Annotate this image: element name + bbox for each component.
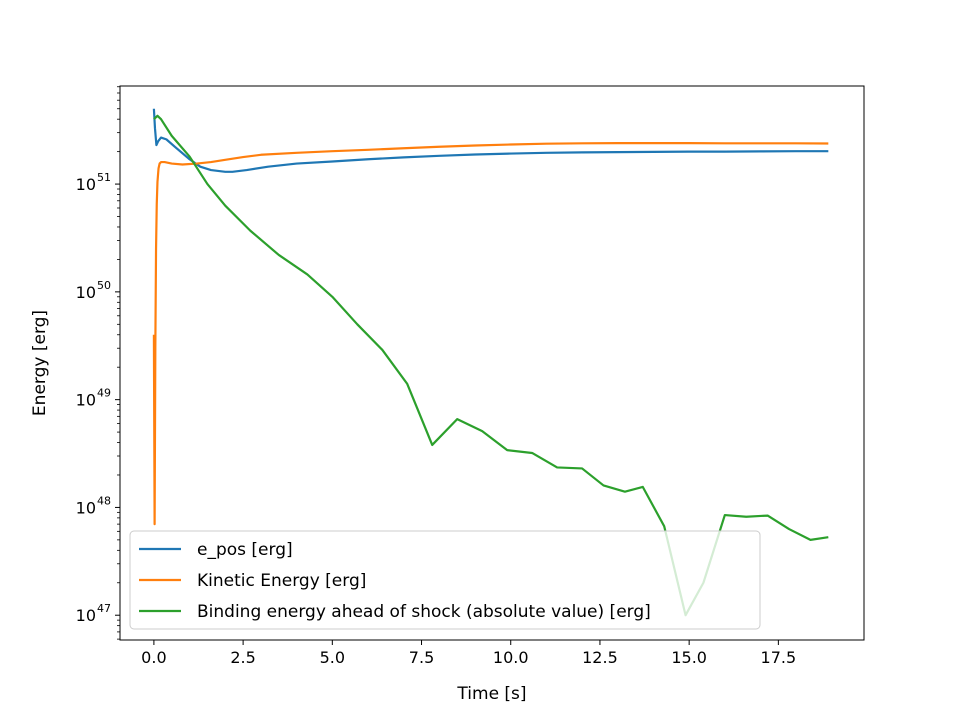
y-tick-exponent: 47	[97, 602, 111, 615]
y-tick-exponent: 49	[97, 387, 111, 400]
legend-box	[129, 530, 761, 630]
legend-label: Kinetic Energy [erg]	[197, 571, 366, 591]
x-tick-label: 17.5	[761, 648, 797, 667]
x-tick-label: 10.0	[493, 648, 529, 667]
legend-label: Binding energy ahead of shock (absolute …	[197, 602, 651, 622]
x-tick-label: 2.5	[230, 648, 255, 667]
y-tick-label: 10	[76, 606, 96, 625]
y-axis-label: Energy [erg]	[30, 310, 50, 416]
y-tick-label: 10	[76, 283, 96, 302]
y-tick-exponent: 50	[97, 279, 111, 292]
x-axis-label: Time [s]	[456, 684, 526, 704]
legend: e_pos [erg] Kinetic Energy [erg] Binding e…	[129, 530, 761, 630]
plot-frame	[119, 85, 865, 641]
series-line-1	[152, 108, 829, 173]
x-tick-label: 0.0	[141, 648, 166, 667]
y-tick-exponent: 51	[97, 171, 111, 184]
x-tick-label: 7.5	[409, 648, 434, 667]
y-tick-label: 10	[76, 175, 96, 194]
x-tick-label: 12.5	[582, 648, 618, 667]
series-line-2	[152, 142, 829, 526]
legend-label: e_pos [erg]	[197, 540, 293, 560]
x-tick-label: 5.0	[320, 648, 345, 667]
y-tick-label: 10	[76, 498, 96, 517]
x-axis: 0.0 2.5 5.0 7.5 10.0 12.5 15.0 17.5	[141, 640, 796, 667]
x-tick-label: 15.0	[671, 648, 707, 667]
y-tick-exponent: 48	[97, 494, 111, 507]
y-tick-label: 10	[76, 391, 96, 410]
